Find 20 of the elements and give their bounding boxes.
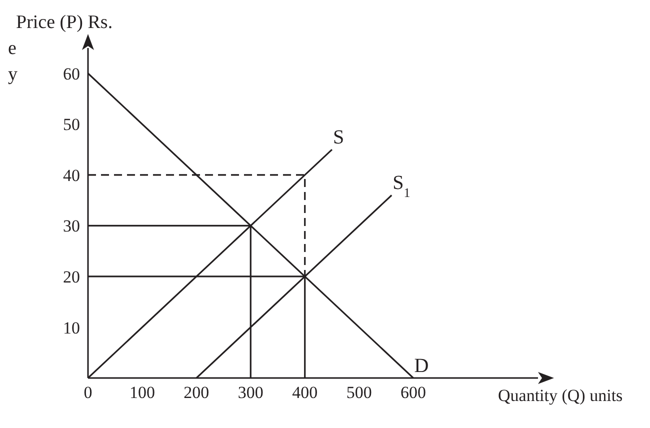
x-tick-label: 400 xyxy=(292,383,318,402)
x-tick-label: 300 xyxy=(238,383,264,402)
x-tick-label: 0 xyxy=(84,383,92,402)
text: e xyxy=(8,38,16,60)
x-tick-label: 200 xyxy=(184,383,210,402)
y-tick-label: 20 xyxy=(63,267,80,286)
x-axis-title: Quantity (Q) units xyxy=(498,386,623,406)
y-tick-label: 10 xyxy=(63,318,80,338)
series-label: S xyxy=(332,126,344,149)
y-tick-label: 50 xyxy=(63,115,80,134)
x-tick-label: 100 xyxy=(129,383,155,402)
series-label: S$_{1}$ xyxy=(392,172,410,200)
y-axis-title: Price (P) Rs. xyxy=(16,12,113,34)
y-tick-label: 60 xyxy=(63,64,80,84)
y-tick-label: 30 xyxy=(63,216,80,236)
x-tick-label: 600 xyxy=(400,383,426,402)
series-label: D xyxy=(414,355,429,377)
y-tick-label: 40 xyxy=(63,166,80,185)
text: y xyxy=(8,64,18,86)
x-tick-label: 500 xyxy=(346,383,372,402)
